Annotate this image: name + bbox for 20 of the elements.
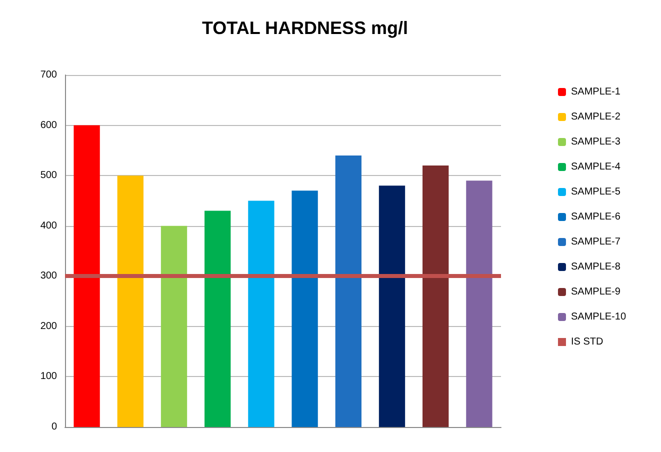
y-tick-label: 600 bbox=[40, 120, 58, 131]
legend-label: SAMPLE-10 bbox=[570, 312, 626, 322]
y-tick-label: 300 bbox=[40, 270, 58, 282]
legend-label: SAMPLE-1 bbox=[570, 86, 621, 98]
legend-label: SAMPLE-2 bbox=[570, 112, 621, 122]
y-tick-label: 400 bbox=[40, 220, 58, 232]
legend-label: IS STD bbox=[570, 336, 604, 348]
y-tick-label: 200 bbox=[40, 320, 58, 332]
legend-label: SAMPLE-5 bbox=[570, 186, 621, 198]
legend-label: SAMPLE-8 bbox=[570, 262, 621, 272]
legend-label: SAMPLE-9 bbox=[570, 286, 621, 298]
y-tick-label: 0 bbox=[51, 422, 58, 432]
legend-label: SAMPLE-6 bbox=[570, 212, 621, 222]
y-tick-label: 100 bbox=[40, 371, 58, 382]
y-tick-label: 500 bbox=[40, 170, 58, 182]
legend-label: SAMPLE-3 bbox=[570, 136, 621, 148]
y-tick-label: 700 bbox=[40, 70, 58, 80]
chart-title: TOTAL HARDNESS mg/l bbox=[202, 18, 408, 38]
legend-label: SAMPLE-4 bbox=[570, 162, 621, 172]
legend-label: SAMPLE-7 bbox=[570, 236, 621, 248]
